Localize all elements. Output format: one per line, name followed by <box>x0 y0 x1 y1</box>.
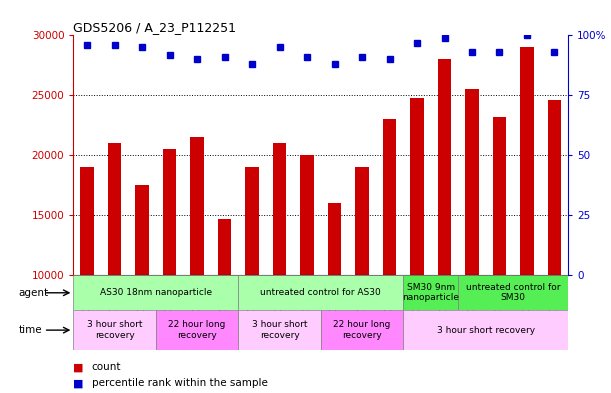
Bar <box>458 275 568 310</box>
Bar <box>382 119 397 275</box>
Bar <box>238 310 321 350</box>
Bar <box>156 310 238 350</box>
Bar <box>135 185 149 275</box>
Bar <box>190 137 204 275</box>
Text: ■: ■ <box>73 362 84 373</box>
Text: 22 hour long
recovery: 22 hour long recovery <box>334 320 390 340</box>
Bar <box>300 155 314 275</box>
Bar <box>355 167 369 275</box>
Text: 3 hour short
recovery: 3 hour short recovery <box>87 320 142 340</box>
Bar <box>238 275 403 310</box>
Text: agent: agent <box>18 288 48 298</box>
Text: time: time <box>18 325 42 335</box>
Bar <box>321 310 403 350</box>
Text: 3 hour short recovery: 3 hour short recovery <box>437 326 535 334</box>
Bar <box>492 117 507 275</box>
Bar <box>80 167 94 275</box>
Text: 3 hour short
recovery: 3 hour short recovery <box>252 320 307 340</box>
Bar <box>73 275 238 310</box>
Bar <box>465 89 479 275</box>
Text: GDS5206 / A_23_P112251: GDS5206 / A_23_P112251 <box>73 21 236 34</box>
Text: 22 hour long
recovery: 22 hour long recovery <box>169 320 225 340</box>
Text: untreated control for AS30: untreated control for AS30 <box>260 288 381 297</box>
Bar <box>273 143 287 275</box>
Bar <box>520 47 534 275</box>
Bar <box>547 100 562 275</box>
Bar <box>218 219 232 275</box>
Bar <box>437 59 452 275</box>
Text: AS30 18nm nanoparticle: AS30 18nm nanoparticle <box>100 288 212 297</box>
Text: untreated control for
SM30: untreated control for SM30 <box>466 283 560 303</box>
Bar <box>403 275 458 310</box>
Bar <box>245 167 259 275</box>
Bar <box>163 149 177 275</box>
Text: SM30 9nm
nanoparticle: SM30 9nm nanoparticle <box>402 283 459 303</box>
Text: count: count <box>92 362 121 373</box>
Bar <box>73 310 156 350</box>
Bar <box>403 310 568 350</box>
Text: percentile rank within the sample: percentile rank within the sample <box>92 378 268 388</box>
Bar <box>410 98 424 275</box>
Bar <box>108 143 122 275</box>
Text: ■: ■ <box>73 378 84 388</box>
Bar <box>327 203 342 275</box>
